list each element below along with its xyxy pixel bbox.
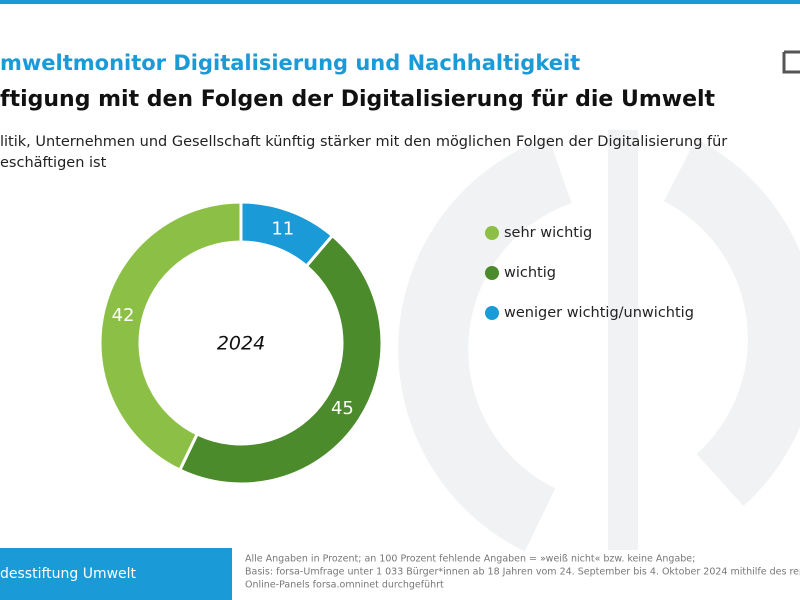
subtitle: ftigung mit den Folgen der Digitalisieru…: [0, 87, 716, 112]
donut-segment: [98, 200, 243, 473]
logo: [782, 50, 800, 74]
watermark-arc: [398, 137, 573, 552]
description: litik, Unternehmen und Gesellschaft künf…: [0, 134, 727, 150]
footer-organization: desstiftung Umwelt: [0, 566, 137, 582]
footer-box: [0, 548, 232, 600]
watermark-arc: [663, 138, 800, 506]
description: eschäftigen ist: [0, 155, 107, 171]
legend-label: wichtig: [504, 265, 556, 281]
donut-segment: [177, 233, 384, 486]
legend-marker: [485, 306, 499, 320]
legend-marker: [485, 266, 499, 280]
watermark: [398, 130, 800, 552]
center-label: 2024: [217, 333, 265, 355]
watermark-bar: [608, 130, 638, 550]
legend-label: sehr wichtig: [504, 225, 592, 241]
legend-marker: [485, 226, 499, 240]
footer-note: Basis: forsa-Umfrage unter 1 033 Bürger*…: [245, 567, 800, 578]
legend-label: weniger wichtig/unwichtig: [504, 305, 694, 321]
value-label: 42: [112, 305, 135, 326]
footer-note: Alle Angaben in Prozent; an 100 Prozent …: [245, 554, 695, 565]
value-label: 45: [331, 398, 354, 419]
top-bar: [0, 0, 800, 4]
value-label: 11: [271, 218, 294, 239]
title: mweltmonitor Digitalisierung und Nachhal…: [0, 51, 580, 75]
footer-note: Online-Panels forsa.omninet durchgeführt: [245, 580, 444, 591]
